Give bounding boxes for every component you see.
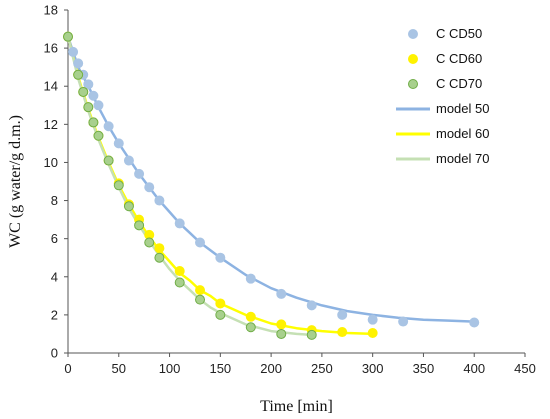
legend: C CD50 C CD60 C CD70 model 50 model 60 model …	[396, 26, 489, 166]
legend-label-model-60: model 60	[436, 126, 489, 141]
y-tick-label: 4	[51, 269, 58, 284]
series-points-c-cd60	[63, 31, 378, 338]
data-point-c-cd60	[154, 243, 165, 254]
legend-item-c-cd60: C CD60	[408, 51, 482, 66]
x-tick-label: 400	[463, 361, 485, 376]
legend-marker-c-cd50	[408, 29, 418, 39]
series-layer	[63, 31, 480, 340]
legend-item-model-50: model 50	[396, 101, 489, 116]
legend-marker-c-cd60	[408, 54, 418, 64]
data-point-c-cd70	[174, 277, 185, 288]
data-point-c-cd50	[367, 314, 378, 325]
legend-item-c-cd70: C CD70	[408, 76, 482, 91]
data-point-c-cd70	[306, 329, 317, 340]
x-tick-label: 450	[514, 361, 536, 376]
data-point-c-cd50	[245, 273, 256, 284]
data-point-c-cd50	[103, 121, 114, 132]
y-tick-label: 0	[51, 346, 58, 361]
data-point-c-cd70	[63, 31, 73, 42]
data-point-c-cd50	[113, 138, 124, 149]
x-tick-label: 150	[209, 361, 231, 376]
x-tick-label: 350	[413, 361, 435, 376]
legend-label-model-50: model 50	[436, 101, 489, 116]
data-point-c-cd70	[245, 322, 256, 333]
legend-item-model-70: model 70	[396, 151, 489, 166]
data-point-c-cd60	[215, 298, 226, 309]
data-point-c-cd60	[276, 319, 287, 330]
data-point-c-cd70	[93, 130, 104, 141]
data-point-c-cd70	[195, 294, 206, 305]
data-point-c-cd50	[195, 237, 206, 248]
series-line-model-60	[66, 35, 374, 336]
data-point-c-cd50	[276, 288, 287, 299]
data-point-c-cd50	[144, 182, 155, 193]
data-point-c-cd50	[93, 100, 104, 111]
data-point-c-cd60	[195, 285, 206, 296]
legend-label-model-70: model 70	[436, 151, 489, 166]
legend-item-c-cd50: C CD50	[408, 26, 482, 41]
data-point-c-cd70	[73, 69, 84, 80]
y-tick-label: 18	[44, 3, 58, 18]
data-point-c-cd70	[144, 237, 155, 248]
data-point-c-cd50	[154, 195, 165, 206]
series-points-c-cd50	[63, 31, 480, 328]
x-tick-label: 100	[159, 361, 181, 376]
data-point-c-cd50	[215, 252, 226, 263]
y-tick-label: 2	[51, 307, 58, 322]
legend-label-c-cd60: C CD60	[436, 51, 482, 66]
x-tick-label: 250	[311, 361, 333, 376]
y-tick-label: 10	[44, 155, 58, 170]
axes: 0 50 100 150 200 250 300 350 400 450 0 2 4 6 8 10 12 14 16…	[44, 3, 536, 377]
x-tick-label: 200	[260, 361, 282, 376]
data-point-c-cd70	[276, 328, 287, 339]
x-tick-label: 50	[112, 361, 126, 376]
y-axis-title: WC (g water/g d.m.)	[7, 115, 24, 248]
y-tick-label: 12	[44, 117, 58, 132]
data-point-c-cd50	[174, 218, 185, 229]
series-points-c-cd70	[63, 31, 317, 340]
x-tick-label: 300	[362, 361, 384, 376]
data-point-c-cd70	[134, 220, 145, 231]
data-point-c-cd60	[245, 311, 256, 322]
legend-marker-c-cd70	[408, 79, 418, 89]
data-point-c-cd50	[469, 317, 480, 328]
data-point-c-cd50	[134, 168, 145, 179]
data-point-c-cd70	[123, 201, 134, 212]
data-point-c-cd60	[367, 327, 378, 338]
data-point-c-cd60	[174, 266, 185, 277]
data-point-c-cd50	[73, 58, 84, 69]
x-axis-title: Time [min]	[260, 398, 333, 415]
data-point-c-cd60	[337, 327, 348, 338]
legend-label-c-cd70: C CD70	[436, 76, 482, 91]
data-point-c-cd50	[398, 316, 409, 327]
data-point-c-cd70	[113, 180, 124, 191]
data-point-c-cd70	[78, 86, 89, 97]
legend-item-model-60: model 60	[396, 126, 489, 141]
data-point-c-cd70	[88, 117, 99, 128]
y-tick-label: 14	[44, 79, 58, 94]
data-point-c-cd70	[215, 309, 226, 320]
data-point-c-cd50	[83, 79, 94, 90]
x-tick-label: 0	[64, 361, 71, 376]
y-tick-label: 6	[51, 231, 58, 246]
data-point-c-cd70	[103, 155, 114, 166]
series-line-model-70	[66, 35, 313, 337]
data-point-c-cd50	[337, 309, 348, 320]
legend-label-c-cd50: C CD50	[436, 26, 482, 41]
y-tick-label: 16	[44, 41, 58, 56]
data-point-c-cd50	[123, 155, 134, 166]
y-tick-label: 8	[51, 193, 58, 208]
data-point-c-cd50	[306, 300, 317, 311]
data-point-c-cd70	[154, 252, 165, 263]
data-point-c-cd50	[88, 90, 99, 101]
data-point-c-cd50	[68, 46, 79, 57]
data-point-c-cd70	[83, 102, 94, 113]
